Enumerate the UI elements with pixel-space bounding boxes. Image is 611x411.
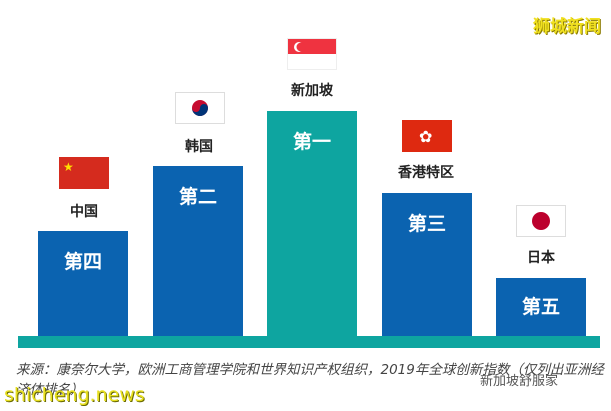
label-japan: 日本 [527, 250, 555, 266]
watermark-account: 新加坡舒服家 [480, 374, 559, 389]
bar-hongkong: 第三 [382, 193, 472, 336]
label-korea: 韩国 [185, 139, 213, 155]
singapore-flag-icon [287, 38, 337, 70]
bar-korea: 第二 [153, 166, 243, 336]
bar-china: 第四 [38, 231, 128, 336]
label-china: 中国 [70, 204, 98, 220]
label-hongkong: 香港特区 [398, 165, 454, 181]
korea-flag-icon [175, 92, 225, 124]
chart-baseline [18, 336, 600, 348]
japan-flag-icon [516, 205, 566, 237]
bar-japan: 第五 [496, 278, 586, 336]
svg-text:★: ★ [63, 160, 74, 174]
china-flag-icon: ★ [59, 157, 109, 189]
hongkong-flag-icon: ✿ [402, 120, 452, 152]
source-note: 来源：康奈尔大学，欧洲工商管理学院和世界知识产权组织，2019年全球创新指数（仅… [16, 362, 604, 398]
label-singapore: 新加坡 [291, 83, 333, 99]
watermark-bottom: shicheng.news [4, 384, 145, 406]
watermark-top: 狮城新闻 [533, 17, 601, 37]
svg-text:✿: ✿ [419, 127, 432, 146]
bar-singapore: 第一 [267, 111, 357, 336]
